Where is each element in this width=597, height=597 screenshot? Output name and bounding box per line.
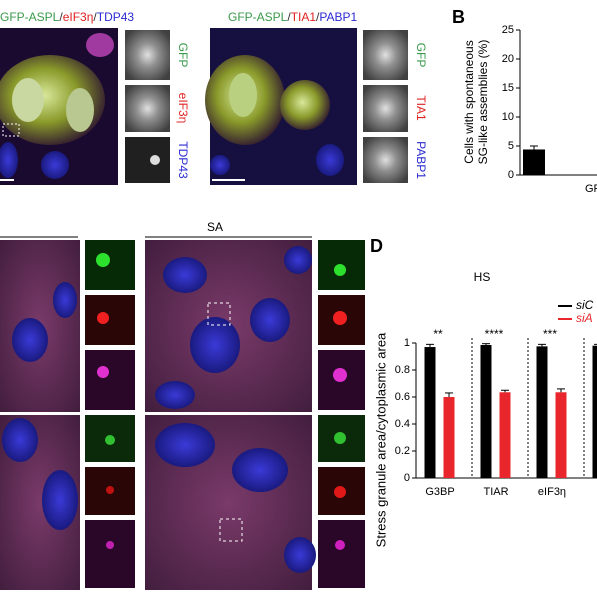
bar (424, 347, 436, 478)
title-segment: TDP43 (97, 10, 135, 24)
title-segment: GFP-ASPL (0, 10, 60, 24)
y-axis-label: Stress granule area/cytoplasmic area (373, 332, 388, 547)
bar (523, 149, 545, 175)
y-tick-label: 0.6 (395, 391, 410, 403)
significance: *** (543, 327, 557, 341)
y-tick-label: 25 (502, 24, 514, 36)
y-axis-label: Cells with spontaneous (462, 40, 476, 163)
micrograph-a-left (0, 28, 118, 185)
micrographs-c (0, 240, 365, 590)
condition-label: SA (207, 220, 223, 234)
y-tick-label: 0.2 (395, 445, 410, 457)
significance: ** (433, 327, 443, 341)
x-tick-label: TIAR (483, 486, 508, 498)
title-segment: PABP1 (319, 10, 357, 24)
y-tick-label: 20 (502, 53, 514, 65)
panel-letter: D (370, 236, 383, 256)
panel-a-title: GFP-ASPL/eIF3η/TDP43 (0, 10, 134, 24)
y-tick-label: 0 (508, 169, 514, 181)
title-segment: / (93, 10, 97, 24)
channel-label: TIA1 (414, 95, 428, 121)
y-tick-label: 0.4 (395, 418, 410, 430)
y-tick-label: 0.8 (395, 364, 410, 376)
title-segment: / (59, 10, 63, 24)
micrograph-a-right (205, 28, 357, 185)
channel-label: eIF3η (176, 93, 190, 124)
channel-label: TDP43 (176, 141, 190, 179)
channel-label: GFP (414, 43, 428, 68)
y-axis-label: SG-like assemblies (%) (476, 40, 490, 165)
x-tick-label: GF (585, 183, 597, 195)
x-tick-label: eIF3η (538, 486, 566, 498)
insets-a-right (363, 30, 408, 183)
legend-label: siA (576, 311, 593, 325)
title-segment: TIA1 (291, 10, 317, 24)
title-segment: eIF3η (63, 10, 94, 24)
title-segment: / (287, 10, 291, 24)
significance: **** (485, 327, 504, 341)
panel-a-title: GFP-ASPL/TIA1/PABP1 (228, 10, 358, 24)
bar (592, 345, 597, 478)
insets-a-left (125, 30, 170, 183)
panel-letter: B (452, 7, 465, 27)
channel-label: PABP1 (414, 141, 428, 179)
bar (480, 345, 492, 478)
title-segment: GFP-ASPL (228, 10, 288, 24)
y-tick-label: 10 (502, 111, 514, 123)
y-tick-label: 15 (502, 82, 514, 94)
y-tick-label: 5 (508, 140, 514, 152)
x-tick-label: G3BP (425, 486, 454, 498)
bar (499, 392, 511, 478)
title-segment: / (316, 10, 320, 24)
bar (555, 392, 567, 478)
bar (443, 397, 455, 478)
y-tick-label: 0 (404, 472, 410, 484)
legend-label: siC (576, 298, 594, 312)
y-tick-label: 1 (404, 337, 410, 349)
chart-title: HS (474, 270, 491, 284)
bar (536, 346, 548, 478)
channel-label: GFP (176, 43, 190, 68)
